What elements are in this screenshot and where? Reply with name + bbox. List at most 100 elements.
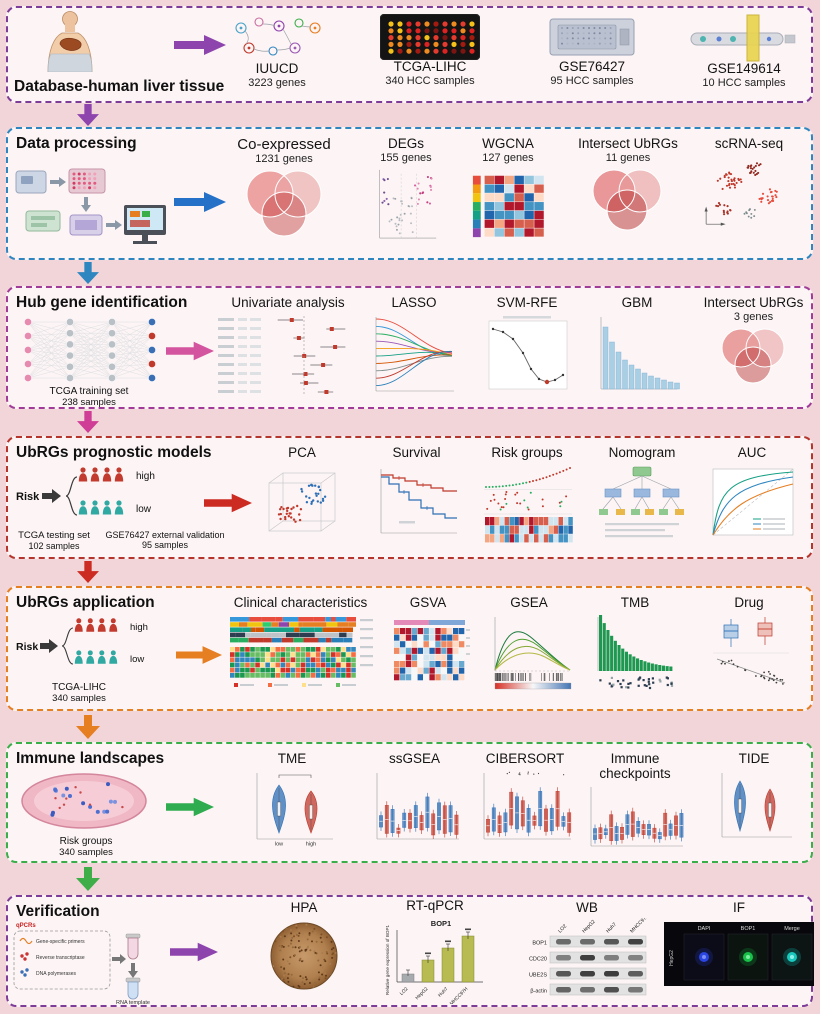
kaplan-meier-plot [380, 468, 457, 533]
qpcr-xlabel: HepG2 [414, 986, 429, 1001]
item-univariate: Univariate analysis [208, 295, 368, 397]
item-title: IUUCD [255, 61, 299, 76]
item-immune-checkpoints: Immune checkpoints [580, 751, 690, 853]
item-iuucd: IUUCD 3223 genes [212, 12, 342, 89]
item-lasso: LASSO [369, 295, 459, 395]
wb-lane-label: Huh7 [605, 921, 618, 934]
wb-row-label: UBE2S [529, 972, 547, 978]
human-liver-icon [47, 11, 93, 72]
arrow-right-icon [170, 942, 218, 962]
bracket-icon [61, 627, 74, 665]
risk-score-panels [483, 466, 573, 542]
item-gsva: GSVA [388, 595, 470, 693]
panel-title-database: Database-human liver tissue [14, 78, 225, 95]
low-label: low [130, 654, 144, 665]
low-label: low [136, 504, 152, 515]
high-label: high [136, 471, 155, 482]
qpcr-ylabel: Relative gene expression of BOP1 [385, 924, 390, 995]
item-tide: TIDE [709, 751, 799, 847]
item-title: TIDE [738, 751, 770, 766]
western-blot: LO2 HepG2 Huh7 MHCC97H BOP1 CDC20 UBE2S … [529, 918, 651, 995]
item-gsea: GSEA [489, 595, 571, 693]
item-clinical-characteristics: Clinical characteristics [223, 595, 378, 691]
tube-icon [127, 981, 139, 1000]
panel-data-processing: Data processing Co-expressed 1231 genes [6, 127, 813, 260]
flow-arrow-down-4 [77, 561, 99, 583]
if-col-label: BOP1 [741, 926, 756, 932]
flow-arrow-down-2 [77, 262, 99, 284]
panel-title-data-processing: Data processing [16, 135, 137, 152]
reverse-transcriptase-icon [20, 952, 29, 961]
item-gbm: GBM [592, 295, 682, 395]
item-title: SVM-RFE [496, 295, 558, 310]
item-wgcna: WGCNA 127 genes [463, 136, 553, 242]
risk-groups-label: Risk groups [59, 836, 113, 847]
if-col-label: Merge [784, 926, 800, 932]
item-title: Drug [734, 595, 764, 610]
drug-sensitivity-plot [712, 616, 789, 685]
tide-violin-plot [721, 772, 792, 837]
item-risk-groups: Risk groups [477, 445, 577, 545]
microarray-icon [380, 14, 480, 60]
if-row-label: HepG2 [669, 949, 675, 965]
microfluidic-chip-icon [690, 14, 796, 62]
item-svm-rfe: SVM-RFE [481, 295, 573, 395]
item-caption: 3223 genes [248, 76, 306, 89]
item-tmb: TMB [595, 595, 675, 693]
venn-diagram-hub-genes [721, 328, 784, 384]
risk-groups-illustration: Risk high low [16, 618, 148, 665]
item-title: ssGSEA [388, 751, 440, 766]
high-label: high [130, 622, 148, 633]
arrow-right-icon [166, 341, 214, 361]
wb-row-label: β-actin [530, 988, 547, 994]
gbm-importance-bars [600, 316, 680, 389]
panel-title-verification: Verification [16, 903, 100, 920]
risk-samples-label: 340 samples [59, 847, 113, 858]
roc-curve-plot [711, 468, 793, 535]
wgcna-heatmap [472, 175, 544, 238]
qpcr-bar-chart: BOP1 Relative gene expression of BOP1 L [385, 919, 483, 1004]
item-title: TME [277, 751, 307, 766]
item-gse76427: GSE76427 95 HCC samples [527, 12, 657, 87]
qpcr-reagents-illustration: qPCRs Gene-specific primers Reverse tran… [13, 923, 150, 1005]
item-title: GBM [621, 295, 653, 310]
item-title: CIBERSORT [485, 751, 565, 766]
panel-hub-gene-identification: Hub gene identification TCGA training se… [6, 286, 813, 409]
item-wb: WB LO2 HepG2 Huh7 MHCC97H BOP1 CDC20 UBE… [522, 900, 652, 1004]
training-set-caption: TCGA training set 238 samples [14, 386, 164, 408]
ssgsea-boxplots [376, 772, 459, 839]
cohort-caption: TCGA-LIHC 340 samples [14, 682, 144, 704]
arrow-right-icon [166, 797, 214, 817]
small-arrow-icon [40, 639, 58, 653]
risk-label: Risk [16, 491, 40, 503]
item-co-expressed: Co-expressed 1231 genes [214, 136, 354, 240]
forest-plot [217, 315, 345, 395]
item-ssgsea: ssGSEA [367, 751, 462, 847]
item-title: Nomogram [608, 445, 676, 460]
volcano-plot [379, 170, 437, 239]
validation-set-label: GSE76427 external validation [105, 530, 225, 540]
sequencing-chip-icon [549, 18, 635, 56]
primer-icon [19, 937, 33, 945]
gsea-enrichment-plot [494, 616, 571, 689]
item-rt-qpcr: RT-qPCR BOP1 Relative gene expression of… [380, 898, 490, 1004]
qpcr-xlabel: Huh7 [437, 986, 450, 999]
svm-rfe-plot [488, 315, 568, 389]
primers-label: Gene-specific primers [36, 939, 85, 945]
training-samples-label: 238 samples [62, 397, 116, 408]
arrow-right-icon [204, 493, 252, 513]
item-title: GSE149614 [707, 61, 781, 76]
risk-groups-illustration: Risk high low [16, 467, 155, 516]
qpcr-chart-title: BOP1 [430, 919, 450, 928]
item-caption: 95 HCC samples [550, 74, 634, 87]
item-title: GSEA [510, 595, 548, 610]
arrow-right-icon [174, 192, 226, 212]
high-tick-label: high [305, 841, 315, 847]
arrow-right-icon [174, 35, 226, 55]
tme-violin-plot: low high [256, 772, 333, 847]
immunofluorescence-strip: DAPI BOP1 Merge HepG2 [664, 921, 814, 986]
item-drug: Drug [704, 595, 794, 693]
cohort-label: TCGA-LIHC [52, 682, 106, 693]
item-title: Univariate analysis [231, 295, 345, 310]
